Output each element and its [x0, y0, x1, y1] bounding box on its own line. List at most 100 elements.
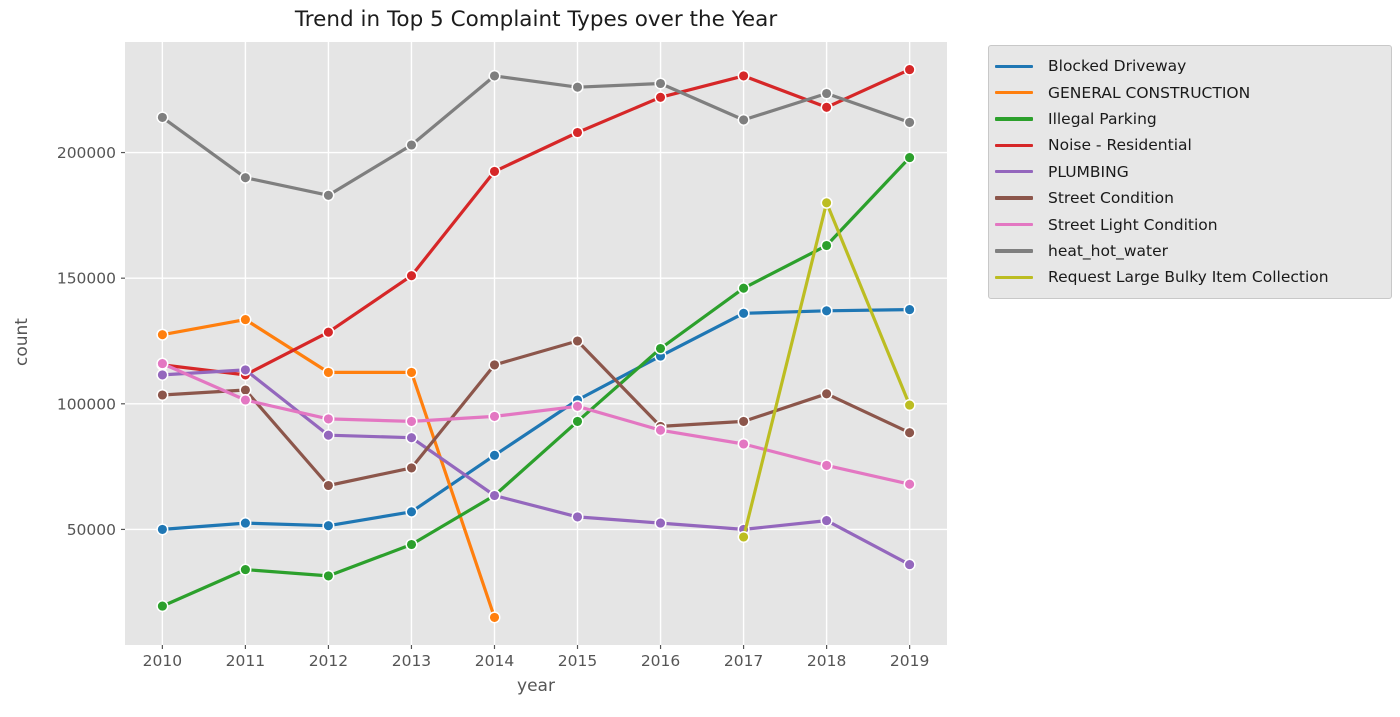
legend-item-street-light-condition: Street Light Condition	[995, 211, 1379, 237]
data-point-noise-residential	[571, 126, 584, 139]
data-point-heat-hot-water	[322, 189, 335, 202]
data-point-illegal-parking	[239, 563, 252, 576]
legend-label: Blocked Driveway	[1048, 57, 1187, 76]
data-point-street-light-condition	[156, 357, 169, 370]
data-point-street-light-condition	[737, 437, 750, 451]
x-tick-label: 2010	[143, 652, 182, 670]
data-point-heat-hot-water	[156, 111, 169, 124]
data-point-heat-hot-water	[571, 81, 584, 94]
legend-item-general-construction: GENERAL CONSTRUCTION	[995, 79, 1379, 105]
data-point-street-light-condition	[488, 410, 501, 423]
data-point-street-condition	[737, 415, 750, 428]
y-tick-label: 200000	[57, 144, 116, 162]
data-point-noise-residential	[737, 69, 750, 82]
data-point-illegal-parking	[654, 342, 667, 355]
series-line-street-condition	[162, 339, 911, 488]
data-point-street-light-condition	[654, 424, 667, 437]
data-point-general-construction	[405, 366, 418, 379]
legend-item-illegal-parking: Illegal Parking	[995, 106, 1379, 132]
data-point-blocked-driveway	[488, 449, 501, 462]
data-point-blocked-driveway	[820, 304, 833, 317]
x-tick-label: 2011	[226, 652, 265, 670]
series-line-illegal-parking	[161, 156, 911, 608]
data-point-plumbing	[571, 510, 584, 523]
data-point-illegal-parking	[322, 569, 335, 582]
data-point-street-light-condition	[820, 459, 833, 472]
data-point-heat-hot-water	[239, 171, 252, 184]
x-tick-label: 2013	[392, 652, 431, 670]
series-line-noise-residential	[162, 68, 911, 377]
data-point-illegal-parking	[820, 239, 833, 252]
data-point-noise-residential	[405, 269, 418, 282]
x-tick-label: 2019	[890, 652, 929, 670]
data-point-street-condition	[488, 358, 501, 371]
data-point-noise-residential	[322, 326, 335, 339]
chart-title: Trend in Top 5 Complaint Types over the …	[294, 7, 778, 32]
y-tick-label: 150000	[57, 270, 116, 288]
y-tick-label: 100000	[57, 395, 116, 413]
data-point-street-condition	[571, 334, 584, 348]
data-point-plumbing	[820, 514, 833, 527]
data-point-street-light-condition	[239, 393, 252, 407]
x-tick-label: 2016	[641, 652, 680, 670]
data-point-general-construction	[156, 328, 169, 341]
data-point-blocked-driveway	[322, 519, 335, 532]
data-point-heat-hot-water	[820, 87, 833, 100]
legend: Blocked Driveway GENERAL CONSTRUCTION Ille…	[988, 45, 1392, 299]
legend-swatch	[995, 90, 1033, 95]
legend-swatch	[995, 143, 1033, 148]
data-point-noise-residential	[903, 63, 916, 76]
legend-label: Request Large Bulky Item Collection	[1048, 268, 1329, 287]
data-point-plumbing	[322, 429, 335, 442]
x-tick-label: 2017	[724, 652, 763, 670]
legend-swatch	[995, 196, 1033, 200]
legend-swatch	[995, 222, 1033, 227]
data-point-request-large-bulky-item-collection	[737, 530, 750, 544]
legend-item-blocked-driveway: Blocked Driveway	[995, 53, 1379, 79]
legend-item-request-large-bulky-item-collection: Request Large Bulky Item Collection	[995, 264, 1379, 290]
data-point-heat-hot-water	[405, 138, 418, 152]
data-point-plumbing	[405, 431, 418, 444]
data-point-general-construction	[239, 313, 252, 326]
data-point-illegal-parking	[737, 282, 750, 295]
y-axis-label: count	[12, 318, 32, 366]
data-point-street-condition	[820, 387, 833, 400]
data-point-street-condition	[156, 388, 169, 402]
data-point-plumbing	[239, 363, 252, 376]
legend-label: GENERAL CONSTRUCTION	[1048, 83, 1251, 102]
data-point-plumbing	[156, 368, 169, 381]
data-point-general-construction	[322, 366, 335, 379]
series-line-street-light-condition	[161, 362, 910, 486]
x-tick-label: 2014	[475, 652, 514, 670]
legend-label: Street Condition	[1048, 189, 1174, 208]
legend-item-street-condition: Street Condition	[995, 185, 1379, 211]
legend-label: PLUMBING	[1048, 162, 1129, 181]
data-point-street-condition	[903, 426, 916, 439]
data-point-plumbing	[903, 558, 916, 571]
data-point-request-large-bulky-item-collection	[820, 196, 833, 209]
data-point-illegal-parking	[571, 415, 584, 428]
data-point-street-light-condition	[405, 415, 418, 428]
data-point-street-light-condition	[903, 478, 916, 491]
data-point-street-condition	[239, 383, 252, 397]
legend-label: Illegal Parking	[1048, 109, 1157, 128]
legend-swatch	[995, 64, 1033, 68]
legend-swatch	[995, 249, 1033, 253]
legend-label: Street Light Condition	[1048, 215, 1218, 234]
data-point-blocked-driveway	[156, 523, 169, 536]
data-point-blocked-driveway	[239, 517, 252, 530]
legend-swatch	[995, 275, 1033, 280]
data-point-blocked-driveway	[405, 505, 418, 518]
x-tick-label: 2015	[558, 652, 597, 670]
legend-swatch	[995, 117, 1033, 121]
data-point-heat-hot-water	[654, 77, 667, 90]
data-point-illegal-parking	[156, 600, 169, 613]
data-point-blocked-driveway	[903, 303, 916, 316]
x-tick-label: 2012	[309, 652, 348, 670]
data-point-noise-residential	[488, 165, 501, 178]
legend-item-noise-residential: Noise - Residential	[995, 132, 1379, 158]
data-point-heat-hot-water	[737, 113, 750, 126]
x-tick-label: 2018	[807, 652, 846, 670]
